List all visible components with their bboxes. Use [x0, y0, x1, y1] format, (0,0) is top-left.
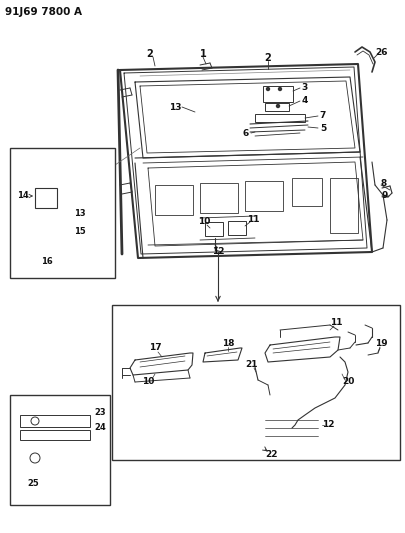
- Bar: [200, 183, 237, 213]
- Text: 7: 7: [319, 110, 325, 119]
- Text: 14: 14: [17, 191, 29, 200]
- Bar: [264, 103, 288, 111]
- Text: 21: 21: [245, 360, 258, 369]
- Text: 11: 11: [246, 214, 259, 223]
- Text: 16: 16: [41, 257, 53, 266]
- Bar: [261, 410, 321, 450]
- Bar: [155, 185, 192, 215]
- Text: 18: 18: [221, 340, 234, 349]
- Text: 23: 23: [94, 408, 106, 417]
- Bar: [10, 148, 115, 278]
- Bar: [329, 178, 357, 233]
- Bar: [20, 415, 90, 427]
- Text: 1: 1: [199, 49, 206, 59]
- Text: 91J69 7800 A: 91J69 7800 A: [5, 7, 82, 17]
- Circle shape: [266, 87, 269, 91]
- Bar: [35, 188, 57, 208]
- Text: 4: 4: [301, 95, 307, 104]
- Text: 9: 9: [381, 191, 387, 200]
- Text: 25: 25: [27, 480, 39, 489]
- Text: 13: 13: [168, 102, 181, 111]
- Bar: [271, 415, 286, 435]
- Text: 15: 15: [74, 228, 86, 237]
- Text: 13: 13: [74, 208, 85, 217]
- Bar: [112, 305, 399, 460]
- Text: 20: 20: [341, 377, 353, 386]
- Text: 26: 26: [375, 47, 387, 56]
- Text: 8: 8: [380, 179, 386, 188]
- Text: 17: 17: [148, 343, 161, 352]
- Text: 10: 10: [141, 377, 154, 386]
- Text: 22: 22: [265, 450, 277, 459]
- Bar: [244, 181, 282, 211]
- Text: 2: 2: [146, 49, 153, 59]
- Circle shape: [276, 104, 279, 108]
- Text: 24: 24: [94, 424, 106, 432]
- Text: 10: 10: [197, 216, 210, 225]
- Bar: [20, 430, 90, 440]
- Text: 11: 11: [329, 319, 341, 327]
- Circle shape: [278, 87, 281, 91]
- Text: 5: 5: [319, 124, 325, 133]
- Bar: [291, 178, 321, 206]
- Text: 2: 2: [264, 53, 271, 63]
- Text: 12: 12: [211, 246, 224, 255]
- Bar: [10, 395, 110, 505]
- Bar: [262, 86, 292, 102]
- Text: 6: 6: [242, 128, 249, 138]
- Text: 19: 19: [374, 340, 386, 349]
- Bar: [254, 114, 304, 122]
- Text: 3: 3: [301, 83, 307, 92]
- Bar: [228, 221, 245, 235]
- Bar: [205, 222, 222, 236]
- Text: 12: 12: [321, 421, 333, 430]
